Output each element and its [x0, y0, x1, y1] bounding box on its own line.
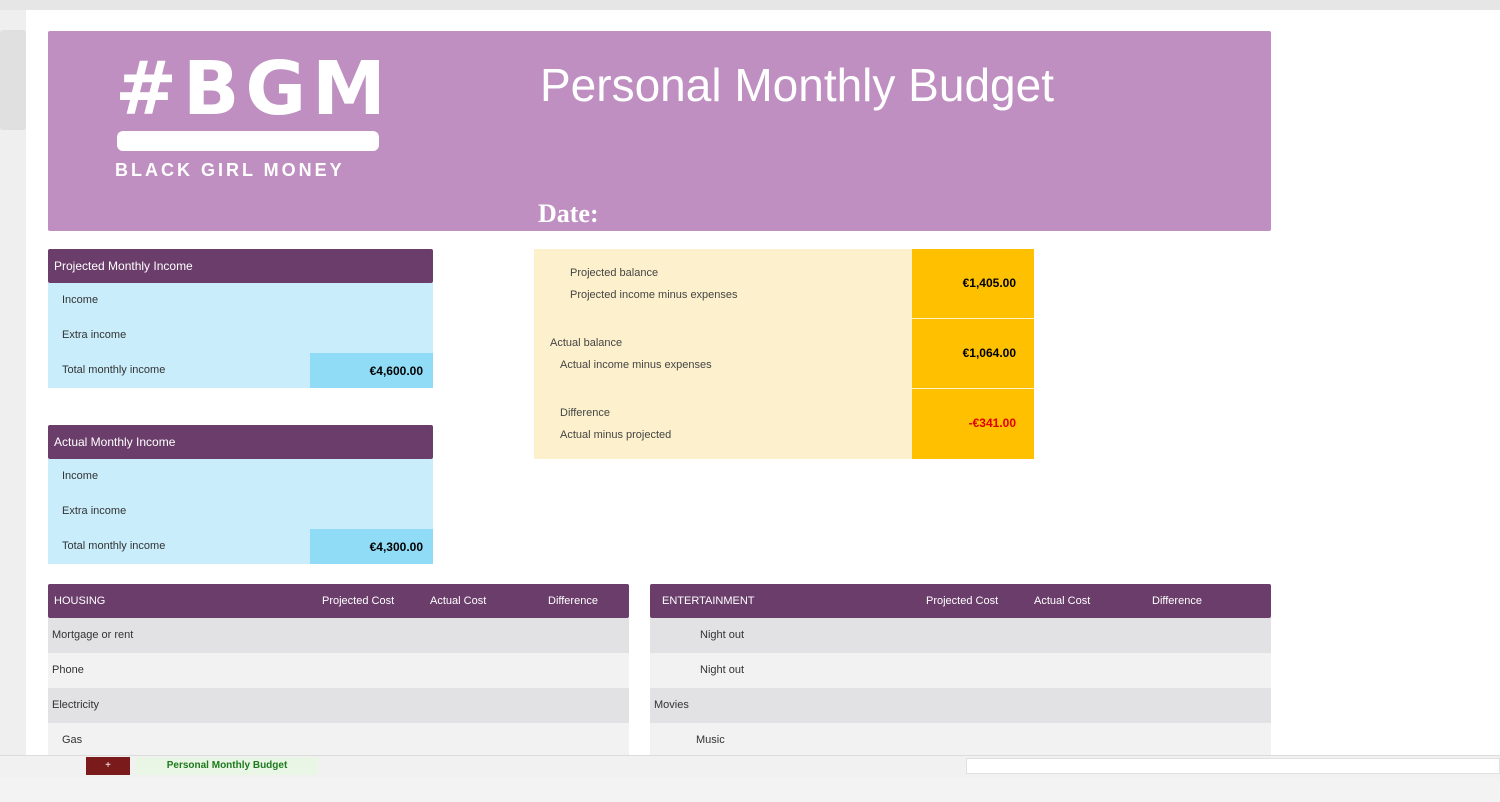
top-toolbar — [0, 0, 1500, 10]
housing-table: HOUSING Projected Cost Actual Cost Diffe… — [48, 584, 629, 758]
summary-title: Difference — [560, 407, 610, 419]
tab-personal-monthly-budget[interactable]: Personal Monthly Budget — [136, 757, 318, 775]
row-label: Electricity — [52, 699, 100, 711]
row-label: Mortgage or rent — [52, 629, 134, 641]
logo-subtitle: BLACK GIRL MONEY — [115, 160, 345, 180]
table-row[interactable]: Phone — [48, 653, 629, 688]
row-label: Extra income — [62, 505, 127, 517]
row-label: Movies — [654, 699, 689, 711]
row-label: Night out — [700, 664, 745, 676]
column-header-difference: Difference — [548, 595, 598, 607]
summary-row: Difference Actual minus projected — [534, 389, 912, 459]
table-row[interactable]: Music — [650, 723, 1271, 758]
total-value: €4,600.00 — [369, 364, 423, 378]
summary-title: Projected balance — [570, 267, 659, 279]
summary-title: Actual balance — [550, 337, 623, 349]
section-title: HOUSING — [54, 595, 106, 607]
table-row[interactable]: Electricity — [48, 688, 629, 723]
row-label: Gas — [62, 734, 83, 746]
summary-row: Actual balance Actual income minus expen… — [534, 319, 912, 389]
table-row[interactable]: Extra income — [48, 494, 433, 529]
summary-description: Projected income minus expenses — [570, 289, 738, 301]
column-header-actual: Actual Cost — [1034, 595, 1091, 607]
table-row[interactable]: Income — [48, 283, 433, 318]
column-header-projected: Projected Cost — [322, 595, 395, 607]
actual-income-table: Actual Monthly Income Income Extra incom… — [48, 425, 433, 564]
table-row[interactable]: Movies — [650, 688, 1271, 723]
vertical-scroll-thumb[interactable] — [0, 30, 26, 130]
page-title: Personal Monthly Budget — [540, 59, 1054, 111]
row-label: Music — [696, 734, 725, 746]
summary-value: €1,064.00 — [962, 346, 1016, 360]
row-label: Night out — [700, 629, 745, 641]
section-title: ENTERTAINMENT — [662, 595, 755, 607]
total-cell[interactable] — [310, 529, 433, 564]
column-header-projected: Projected Cost — [926, 595, 999, 607]
summary-value-cell[interactable]: -€341.00 — [912, 389, 1034, 459]
date-label: Date: — [538, 199, 599, 228]
summary-row: Projected balance Projected income minus… — [534, 249, 912, 319]
status-bar — [0, 778, 1500, 802]
logo-underline — [117, 131, 379, 151]
row-label: Extra income — [62, 329, 127, 341]
entertainment-header: ENTERTAINMENT Projected Cost Actual Cost… — [650, 584, 1271, 618]
table-row[interactable]: Income — [48, 459, 433, 494]
table-row[interactable]: Extra income — [48, 318, 433, 353]
projected-income-header: Projected Monthly Income — [48, 249, 433, 283]
row-label: Total monthly income — [62, 540, 166, 552]
total-row[interactable]: Total monthly income €4,300.00 — [48, 529, 433, 564]
column-header-difference: Difference — [1152, 595, 1202, 607]
row-label: Phone — [52, 664, 84, 676]
summary-description: Actual income minus expenses — [560, 359, 712, 371]
total-row[interactable]: Total monthly income €4,600.00 — [48, 353, 433, 388]
balance-summary: Projected balance Projected income minus… — [534, 249, 1034, 459]
table-row[interactable]: Night out — [650, 618, 1271, 653]
summary-value-cell[interactable]: €1,405.00 — [912, 249, 1034, 318]
table-row[interactable]: Mortgage or rent — [48, 618, 629, 653]
horizontal-scrollbar[interactable] — [966, 758, 1500, 774]
total-cell[interactable] — [310, 353, 433, 388]
projected-income-table: Projected Monthly Income Income Extra in… — [48, 249, 433, 388]
summary-value: €1,405.00 — [962, 276, 1016, 290]
entertainment-table: ENTERTAINMENT Projected Cost Actual Cost… — [650, 584, 1271, 758]
total-value: €4,300.00 — [369, 540, 423, 554]
summary-value-cell[interactable]: €1,064.00 — [912, 319, 1034, 388]
row-label: Total monthly income — [62, 364, 166, 376]
row-gutter — [0, 10, 26, 755]
summary-value-negative: -€341.00 — [968, 416, 1016, 430]
column-header-actual: Actual Cost — [430, 595, 487, 607]
logo-text: #BGM — [115, 46, 392, 132]
table-row[interactable]: Gas — [48, 723, 629, 758]
add-sheet-button[interactable]: + — [86, 757, 130, 775]
actual-income-header: Actual Monthly Income — [48, 425, 433, 459]
summary-description: Actual minus projected — [560, 429, 672, 441]
housing-header: HOUSING Projected Cost Actual Cost Diffe… — [48, 584, 629, 618]
row-label: Income — [62, 294, 99, 306]
table-row[interactable]: Night out — [650, 653, 1271, 688]
row-label: Income — [62, 470, 99, 482]
